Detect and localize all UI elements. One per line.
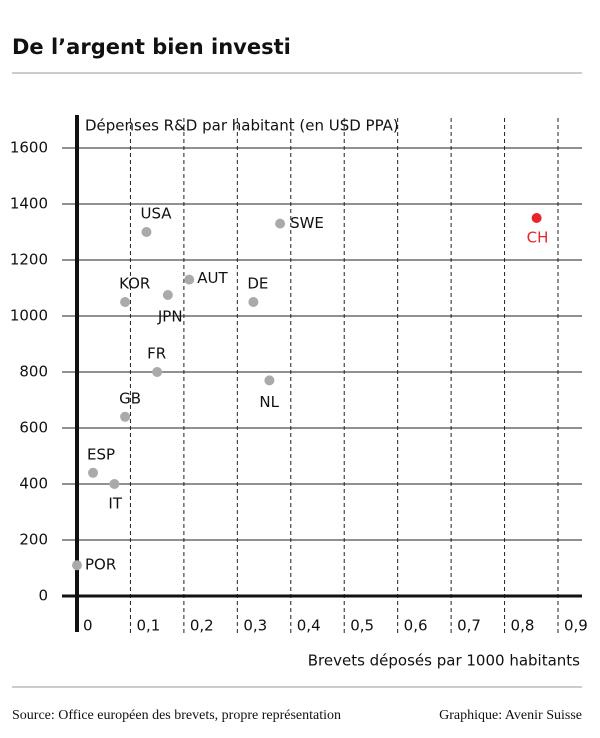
point [531, 213, 542, 223]
point [152, 367, 163, 377]
point [88, 467, 99, 478]
point-label: CH [527, 229, 549, 247]
point-label: NL [259, 393, 279, 411]
point [120, 297, 131, 307]
y-tick-label: 1200 [10, 251, 48, 269]
x-tick-label: 0,1 [136, 617, 160, 635]
y-tick-label: 600 [19, 419, 48, 437]
x-tick-label: 0,2 [190, 617, 214, 635]
x-tick-label: 0,4 [297, 617, 321, 635]
point-label: IT [108, 495, 122, 513]
point-label: FR [147, 345, 166, 363]
point-label: DE [247, 275, 268, 293]
point-label: ESP [87, 445, 115, 463]
point [162, 290, 173, 300]
x-tick-label: 0,8 [511, 617, 535, 635]
point [120, 411, 131, 422]
point [72, 560, 82, 571]
point [275, 218, 286, 229]
point [109, 479, 120, 489]
point [248, 297, 259, 307]
x-tick-label: 0,9 [564, 617, 588, 635]
x-axis-label: Brevets déposés par 1000 habitants [308, 652, 580, 670]
point-label: GB [119, 389, 141, 407]
x-tick-label: 0,3 [243, 617, 267, 635]
x-tick-label: 0,5 [350, 617, 374, 635]
source: Source: Office européen des brevets, pro… [12, 708, 341, 723]
y-tick-label: 1600 [10, 139, 48, 157]
point [141, 227, 152, 237]
y-tick-label: 200 [19, 531, 48, 549]
credit: Graphique: Avenir Suisse [439, 708, 582, 723]
x-tick-label: 0,7 [457, 617, 481, 635]
y-axis-label: Dépenses R&D par habitant (en USD PPA) [85, 117, 399, 135]
point-label: SWE [290, 214, 324, 232]
y-tick-label: 0 [38, 587, 48, 605]
y-tick-label: 400 [19, 475, 48, 493]
y-tick-label: 1000 [10, 307, 48, 325]
point [184, 274, 195, 285]
point-label: JPN [157, 308, 183, 326]
point-label: AUT [197, 269, 228, 287]
y-tick-label: 1400 [10, 195, 48, 213]
x-tick-label: 0,6 [404, 617, 428, 635]
x-tick-label: 0 [83, 617, 93, 635]
chart-title: De l’argent bien investi [12, 35, 291, 59]
point-label: POR [85, 556, 116, 574]
point-label: KOR [119, 275, 150, 293]
point-label: USA [140, 205, 172, 223]
y-tick-label: 800 [19, 363, 48, 381]
point [264, 375, 275, 386]
